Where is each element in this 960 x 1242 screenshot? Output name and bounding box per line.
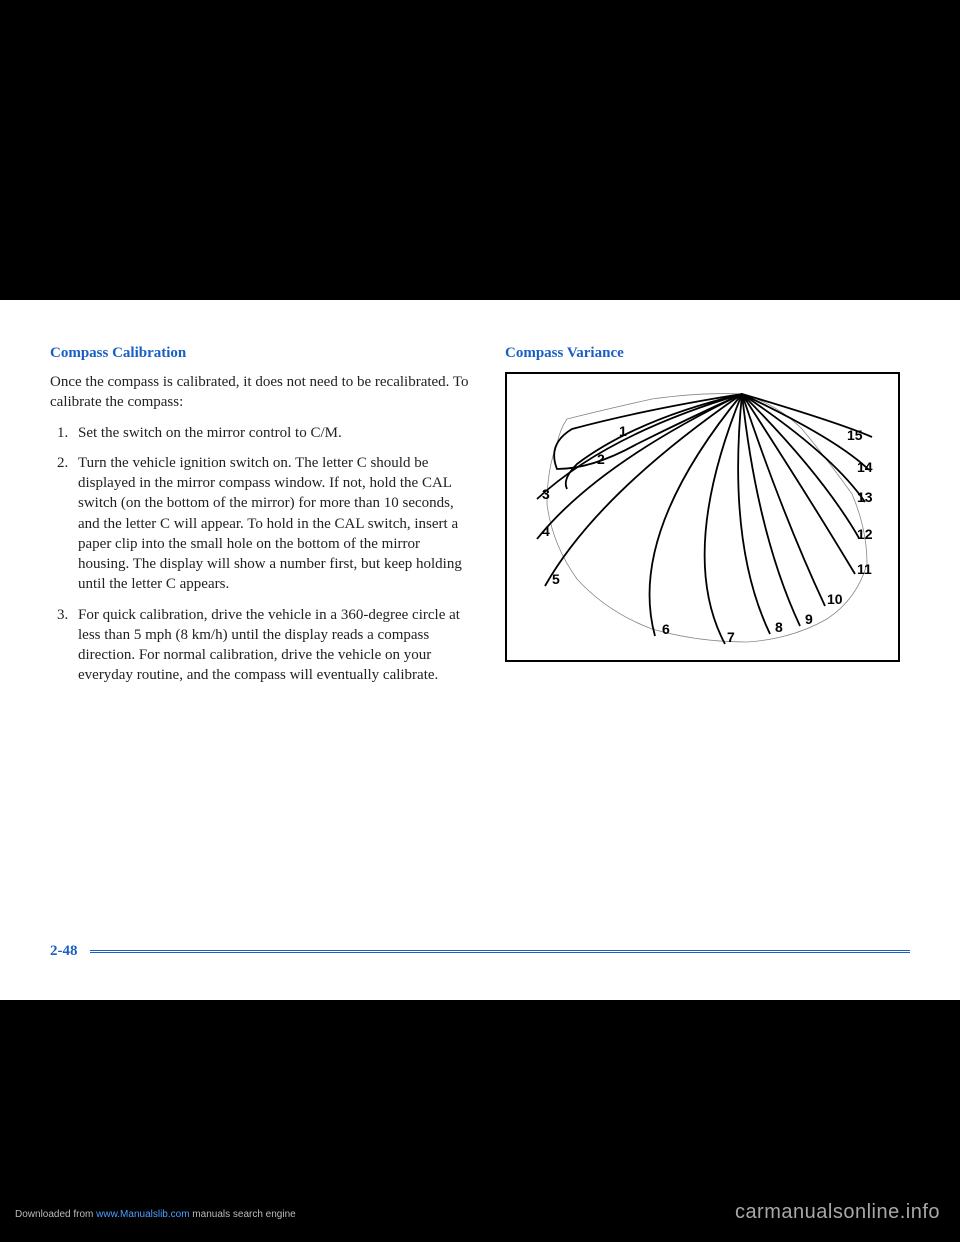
svg-text:7: 7 — [727, 629, 735, 645]
footer-rule — [90, 950, 911, 953]
svg-text:13: 13 — [857, 489, 873, 505]
svg-text:12: 12 — [857, 526, 873, 542]
svg-text:10: 10 — [827, 591, 843, 607]
wm-suffix: manuals search engine — [190, 1209, 296, 1220]
svg-text:11: 11 — [857, 561, 872, 577]
svg-text:3: 3 — [542, 486, 550, 502]
variance-diagram: 123456789101112131415 — [505, 372, 900, 662]
watermark-left: Downloaded from www.Manualslib.com manua… — [15, 1209, 296, 1220]
svg-text:9: 9 — [805, 611, 813, 627]
bottom-strip: Downloaded from www.Manualslib.com manua… — [0, 1172, 960, 1242]
step-item: For quick calibration, drive the vehicle… — [72, 605, 470, 686]
content-row: Compass Calibration Once the compass is … — [50, 345, 910, 696]
right-column: Compass Variance 123456789101112131415 — [505, 345, 910, 696]
svg-text:4: 4 — [542, 523, 550, 539]
step-item: Turn the vehicle ignition switch on. The… — [72, 453, 470, 595]
svg-text:5: 5 — [552, 571, 560, 587]
wm-prefix: Downloaded from — [15, 1209, 96, 1220]
zone-curves — [537, 394, 872, 644]
calibration-heading: Compass Calibration — [50, 345, 470, 362]
svg-text:14: 14 — [857, 459, 873, 475]
calibration-steps: Set the switch on the mirror control to … — [50, 423, 470, 686]
manual-page: Compass Calibration Once the compass is … — [0, 300, 960, 1000]
svg-text:2: 2 — [597, 451, 605, 467]
watermark-right: carmanualsonline.info — [735, 1201, 940, 1224]
page-number: 2-48 — [50, 943, 78, 960]
svg-text:6: 6 — [662, 621, 670, 637]
page-footer: 2-48 — [50, 943, 910, 960]
svg-text:15: 15 — [847, 427, 863, 443]
variance-map-svg: 123456789101112131415 — [507, 374, 898, 660]
svg-text:1: 1 — [619, 423, 627, 439]
svg-text:8: 8 — [775, 619, 783, 635]
wm-link: www.Manualslib.com — [96, 1209, 189, 1220]
variance-heading: Compass Variance — [505, 345, 910, 362]
calibration-intro: Once the compass is calibrated, it does … — [50, 372, 470, 413]
left-column: Compass Calibration Once the compass is … — [50, 345, 470, 696]
step-item: Set the switch on the mirror control to … — [72, 423, 470, 443]
